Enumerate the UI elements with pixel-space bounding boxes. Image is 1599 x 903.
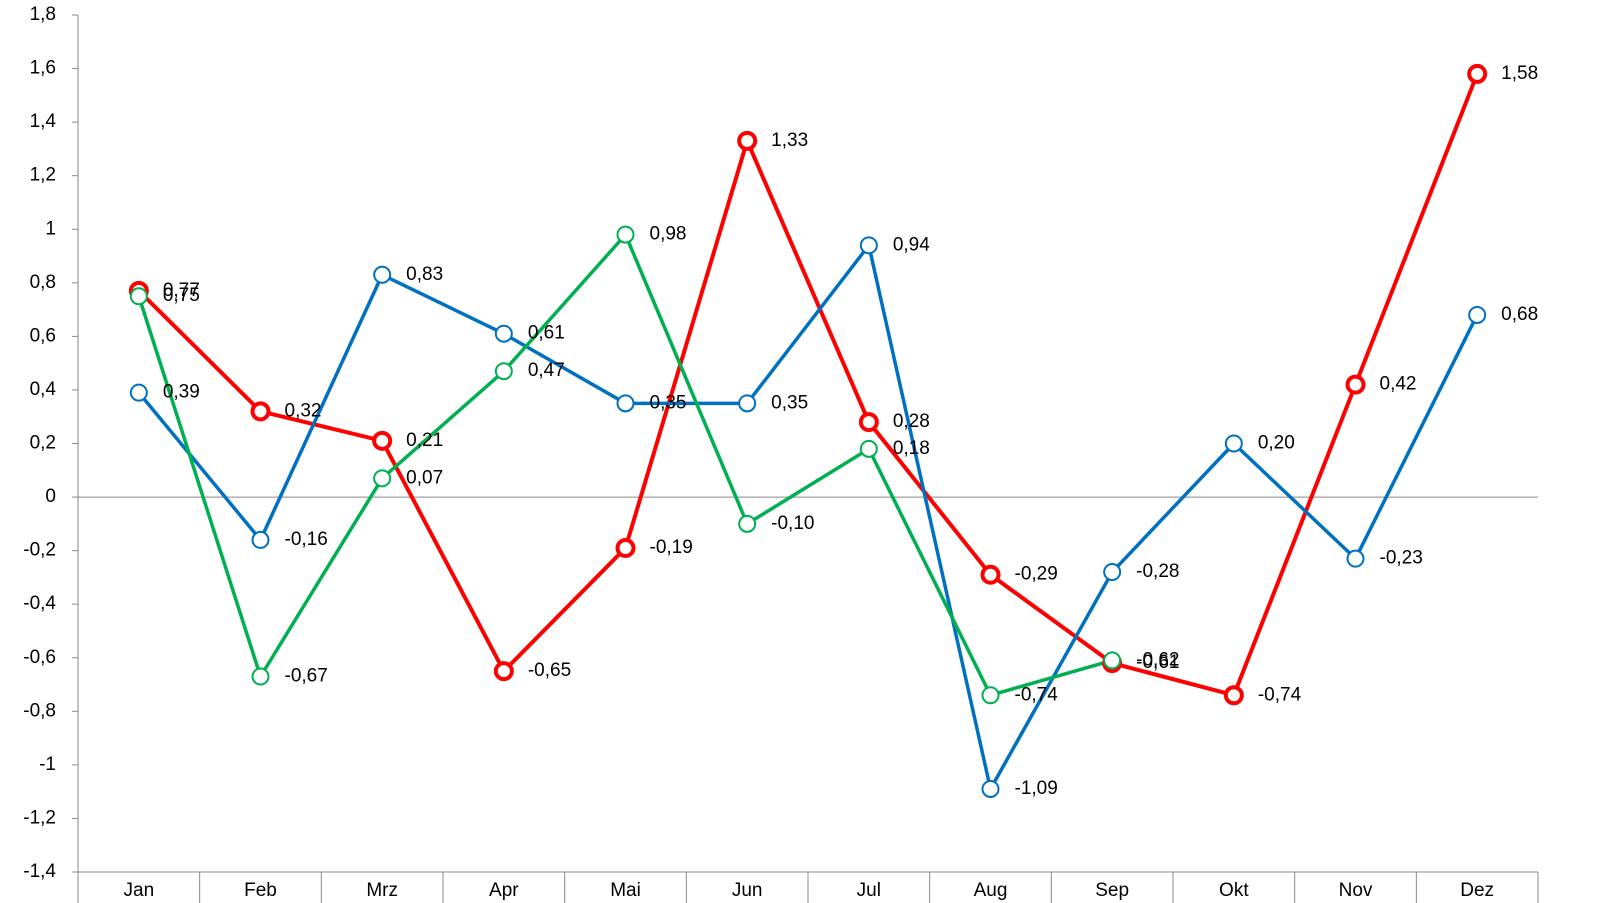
series-line — [137, 243, 1479, 791]
x-tick-label: Feb — [244, 880, 277, 901]
data-label: 0,47 — [528, 360, 565, 381]
point-marker — [129, 287, 148, 306]
point-marker — [251, 530, 270, 549]
point-marker — [1345, 374, 1366, 395]
point-marker — [738, 394, 757, 413]
point-marker — [251, 667, 270, 686]
point-marker — [129, 383, 148, 402]
y-tick-label: 1,2 — [30, 165, 56, 186]
y-tick-label: 0,8 — [30, 272, 56, 293]
y-tick-label: -1,2 — [23, 807, 56, 828]
point-marker — [859, 236, 878, 255]
data-label: -0,61 — [1136, 652, 1179, 673]
data-label: 0,35 — [650, 392, 687, 413]
series-line — [137, 232, 1113, 697]
data-label: -0,29 — [1015, 564, 1058, 585]
data-label: 0,42 — [1380, 374, 1417, 395]
data-label: 0,77 — [163, 280, 200, 301]
data-label: 0,94 — [893, 234, 930, 255]
point-marker — [616, 394, 635, 413]
point-marker — [737, 130, 758, 151]
point-marker — [616, 225, 635, 244]
point-marker — [1224, 434, 1243, 453]
x-tick-label: Jun — [732, 880, 763, 901]
y-tick-label: 0,2 — [30, 433, 56, 454]
data-label: 0,28 — [893, 411, 930, 432]
point-marker — [250, 401, 271, 422]
y-tick-label: -0,6 — [23, 647, 56, 668]
data-label: 0,83 — [406, 264, 443, 285]
data-label: -0,74 — [1258, 684, 1302, 705]
y-tick-label: -1,4 — [23, 861, 56, 882]
data-label: -0,19 — [650, 537, 693, 558]
point-marker — [1223, 685, 1244, 706]
data-label: 0,39 — [163, 382, 200, 403]
data-label: 0,61 — [528, 323, 565, 344]
point-marker — [859, 439, 878, 458]
y-tick-label: 1,4 — [30, 111, 57, 132]
y-tick-label: 1 — [45, 218, 56, 239]
data-label: 1,58 — [1501, 63, 1538, 84]
data-label: 0,35 — [771, 392, 808, 413]
x-tick-label: Jul — [857, 880, 881, 901]
point-marker — [615, 537, 636, 558]
y-tick-label: 1,6 — [30, 58, 56, 79]
y-tick-label: -0,4 — [23, 593, 56, 614]
y-tick-label: 0 — [45, 486, 56, 507]
point-marker — [372, 430, 393, 451]
point-marker — [1346, 549, 1365, 568]
x-tick-label: Apr — [489, 880, 519, 901]
x-tick-label: Okt — [1219, 880, 1249, 901]
y-tick-label: -0,2 — [23, 540, 56, 561]
point-marker — [858, 412, 879, 433]
data-label: 0,20 — [1258, 433, 1295, 454]
data-label: 0,21 — [406, 430, 443, 451]
point-marker — [494, 324, 513, 343]
data-label: 0,32 — [285, 400, 322, 421]
point-marker — [738, 514, 757, 533]
point-marker — [373, 469, 392, 488]
data-label: -0,28 — [1136, 561, 1179, 582]
x-tick-label: Nov — [1339, 880, 1373, 901]
series-line — [137, 73, 1480, 698]
point-marker — [494, 362, 513, 381]
data-label: 0,75 — [163, 285, 200, 306]
data-label: 0,18 — [893, 438, 930, 459]
x-tick-label: Mrz — [366, 880, 398, 901]
point-marker — [1468, 305, 1487, 324]
data-label: 0,07 — [406, 467, 443, 488]
data-label: -0,16 — [285, 529, 328, 550]
y-tick-label: 0,6 — [30, 325, 56, 346]
x-tick-label: Jan — [124, 880, 155, 901]
data-label: -0,62 — [1136, 649, 1179, 670]
point-marker — [493, 661, 514, 682]
data-label: -0,65 — [528, 660, 571, 681]
data-label: 0,68 — [1501, 304, 1538, 325]
y-tick-label: 1,8 — [30, 4, 56, 25]
point-marker — [981, 686, 1000, 705]
point-marker — [981, 779, 1000, 798]
y-tick-label: 0,4 — [30, 379, 57, 400]
data-label: -0,67 — [285, 666, 328, 687]
point-marker — [980, 564, 1001, 585]
y-tick-label: -0,8 — [23, 700, 56, 721]
x-tick-label: Mai — [610, 880, 641, 901]
data-label: -0,23 — [1380, 548, 1423, 569]
x-tick-label: Aug — [974, 880, 1008, 901]
point-marker — [1467, 63, 1488, 84]
point-marker — [373, 265, 392, 284]
x-tick-label: Dez — [1460, 880, 1494, 901]
data-label: -0,10 — [771, 513, 814, 534]
point-marker — [1103, 563, 1122, 582]
x-tick-label: Sep — [1095, 880, 1129, 901]
y-tick-label: -1 — [39, 754, 56, 775]
data-label: 0,98 — [650, 224, 687, 245]
data-label: -1,09 — [1015, 778, 1058, 799]
data-label: -0,74 — [1015, 684, 1059, 705]
point-marker — [1103, 651, 1122, 670]
data-label: 1,33 — [771, 130, 808, 151]
